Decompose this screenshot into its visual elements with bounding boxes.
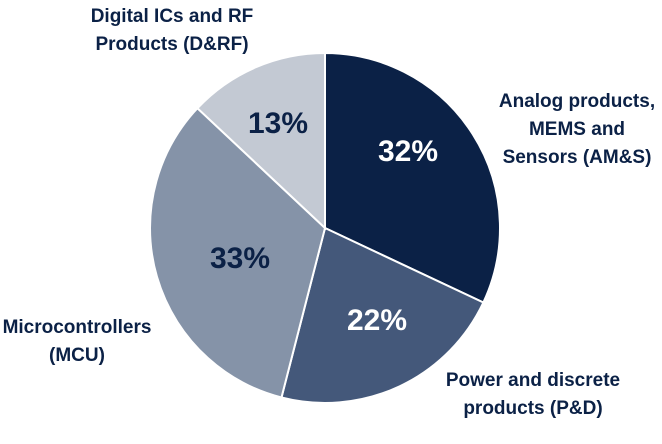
value-label: 13% [248, 107, 308, 140]
category-label: Power and discrete [446, 370, 620, 391]
value-label: 22% [347, 304, 407, 337]
category-label: Digital ICs and RF [91, 6, 254, 27]
category-label: MEMS and [529, 119, 625, 140]
pie-slice [196, 51, 326, 231]
category-label: Microcontrollers [3, 317, 152, 338]
category-label: products (P&D) [463, 398, 602, 419]
category-label: Analog products, [499, 91, 655, 112]
value-label: 33% [210, 242, 270, 275]
category-label: Sensors (AM&S) [503, 147, 652, 168]
pie-slice [324, 51, 501, 304]
pie-slice [280, 226, 485, 404]
pie-slice [148, 106, 327, 399]
category-label: Products (D&RF) [95, 34, 248, 55]
category-label: (MCU) [49, 345, 105, 366]
value-label: 32% [378, 135, 438, 168]
